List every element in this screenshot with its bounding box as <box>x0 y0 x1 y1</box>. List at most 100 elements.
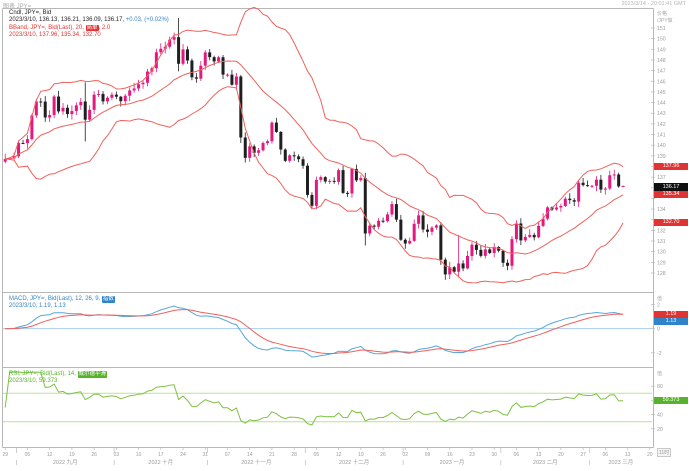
svg-text:14: 14 <box>247 452 253 458</box>
time-axis-area[interactable] <box>3 447 653 469</box>
svg-text:139: 139 <box>657 154 666 160</box>
svg-text:141: 141 <box>657 133 666 139</box>
macd-ma-type-chip: 指数 <box>101 296 115 303</box>
macd-layer <box>3 305 652 358</box>
svg-text:148: 148 <box>657 58 666 64</box>
candles-layer <box>3 17 625 280</box>
rsi-axis-title: 值 <box>657 371 663 377</box>
svg-text:26: 26 <box>380 452 386 458</box>
window-timestamp: 2023/3/14 - 20:01:41 GMT <box>621 1 686 7</box>
svg-text:2023 三月: 2023 三月 <box>609 459 634 466</box>
svg-text:2: 2 <box>657 302 660 308</box>
time-axis-corner-label: 11时 <box>657 448 672 457</box>
macd-signal-value-box: 1.19 <box>654 310 688 318</box>
svg-text:20: 20 <box>647 452 653 458</box>
svg-text:19: 19 <box>69 452 75 458</box>
bband-upper-value-box: 137.96 <box>654 163 688 171</box>
svg-text:28: 28 <box>291 452 297 458</box>
svg-text:150: 150 <box>657 37 666 43</box>
svg-text:129: 129 <box>657 260 666 266</box>
bband-legend-line1: BBand, JPY=, Bid(Last), 20, 简单, 2.0 <box>9 24 169 32</box>
bband-legend-line2: 2023/3/10, 137.96, 135.34, 132.70 <box>9 31 101 38</box>
rsi-legend-line1: RSI, JPY=, Bid(Last), 14, 威尔德平滑 <box>9 371 108 378</box>
svg-text:20: 20 <box>558 452 564 458</box>
rsi-layer <box>3 371 652 426</box>
svg-text:80: 80 <box>657 384 663 390</box>
window-title: 图表 JPY= <box>3 4 32 10</box>
svg-text:12: 12 <box>336 452 342 458</box>
price-legend-line2: 2023/3/10, 136.13, 136.21, 136.09, 136.1… <box>9 17 169 24</box>
svg-text:|: | <box>207 460 208 466</box>
price-legend-ohlc: 2023/3/10, 136.13, 136.21, 136.09, 136.1… <box>9 17 125 24</box>
svg-text:128: 128 <box>657 271 666 277</box>
price-legend-line1: Cndl, JPY=, Bid <box>9 10 52 16</box>
svg-text:16: 16 <box>447 452 453 458</box>
svg-text:24: 24 <box>180 452 186 458</box>
macd-legend-params: MACD, JPY=, Bid(Last), 12, 26, 9, <box>9 296 101 302</box>
bband-middle-value-box: 135.34 <box>654 191 688 199</box>
svg-text:149: 149 <box>657 47 666 53</box>
svg-text:26: 26 <box>91 452 97 458</box>
svg-text:2022 十一月: 2022 十一月 <box>241 458 271 466</box>
price-legend-change: +0.03, (+0.02%) <box>125 17 169 24</box>
svg-text:13: 13 <box>536 452 542 458</box>
price-axis-subtitle: /JPY做 <box>657 18 673 24</box>
bollinger-layer <box>5 6 624 284</box>
svg-text:13: 13 <box>625 452 631 458</box>
svg-text:05: 05 <box>314 452 320 458</box>
svg-text:29: 29 <box>2 452 8 458</box>
svg-text:145: 145 <box>657 90 666 96</box>
value-axis-labels: 128 129 130 131 132 134 137 139 140 141 142 143 144 1… <box>651 26 666 433</box>
svg-text:05: 05 <box>25 452 31 458</box>
svg-text:-2: -2 <box>657 351 662 357</box>
bband-lower-value-box: 132.70 <box>654 219 688 227</box>
macd-legend-line1: MACD, JPY=, Bid(Last), 12, 26, 9, 指数 <box>9 296 115 303</box>
svg-text:12: 12 <box>47 452 53 458</box>
svg-text:|: | <box>305 460 306 466</box>
svg-text:02: 02 <box>403 452 409 458</box>
svg-text:143: 143 <box>657 111 666 117</box>
time-axis-labels: 29 05 12 19 26 03 10 17 24 31 07 14 21 28 05 12 19 26 02 09… <box>2 447 653 466</box>
svg-text:2023 二月: 2023 二月 <box>533 459 558 466</box>
svg-text:|: | <box>500 460 501 466</box>
rsi-line <box>4 371 624 426</box>
svg-text:131: 131 <box>657 239 666 245</box>
bollinger-middle-line <box>5 60 624 255</box>
svg-text:09: 09 <box>425 452 431 458</box>
value-axis-area[interactable] <box>654 9 689 447</box>
svg-text:144: 144 <box>657 101 666 107</box>
svg-text:|: | <box>589 460 590 466</box>
rsi-smoothing-chip: 威尔德平滑 <box>77 371 108 378</box>
bollinger-upper-line <box>5 6 624 229</box>
bband-legend-width: , 2.0 <box>98 24 111 31</box>
svg-text:146: 146 <box>657 79 666 85</box>
svg-text:2022 十月: 2022 十月 <box>148 458 173 466</box>
svg-text:130: 130 <box>657 250 666 256</box>
svg-text:151: 151 <box>657 26 666 32</box>
rsi-legend: RSI, JPY=, Bid(Last), 14, 威尔德平滑 2023/3/1… <box>9 371 108 386</box>
macd-signal-line <box>5 309 624 354</box>
price-legend: Cndl, JPY=, Bid 2023/3/10, 136.13, 136.2… <box>9 10 169 39</box>
svg-text:23: 23 <box>469 452 475 458</box>
bband-ma-type-chip: 简单 <box>85 24 99 32</box>
svg-text:03: 03 <box>114 452 120 458</box>
svg-text:30: 30 <box>491 452 497 458</box>
svg-text:2022 十二月: 2022 十二月 <box>339 458 369 466</box>
svg-text:19: 19 <box>358 452 364 458</box>
svg-text:06: 06 <box>514 452 520 458</box>
svg-text:06: 06 <box>603 452 609 458</box>
price-axis-title: 价格 <box>657 11 668 17</box>
svg-text:21: 21 <box>269 452 275 458</box>
svg-text:07: 07 <box>225 452 231 458</box>
panel-borders <box>2 8 654 448</box>
bband-legend-params: BBand, JPY=, Bid(Last), 20, <box>9 24 84 31</box>
svg-text:142: 142 <box>657 122 666 128</box>
svg-text:2022 九月: 2022 九月 <box>53 458 78 466</box>
price-chart-area[interactable] <box>3 9 653 292</box>
rsi-legend-params: RSI, JPY=, Bid(Last), 14, <box>9 371 76 377</box>
last-price-box: 136.17 <box>654 182 688 191</box>
rsi-value-box: 59.373 <box>654 397 688 405</box>
svg-text:134: 134 <box>657 207 666 213</box>
